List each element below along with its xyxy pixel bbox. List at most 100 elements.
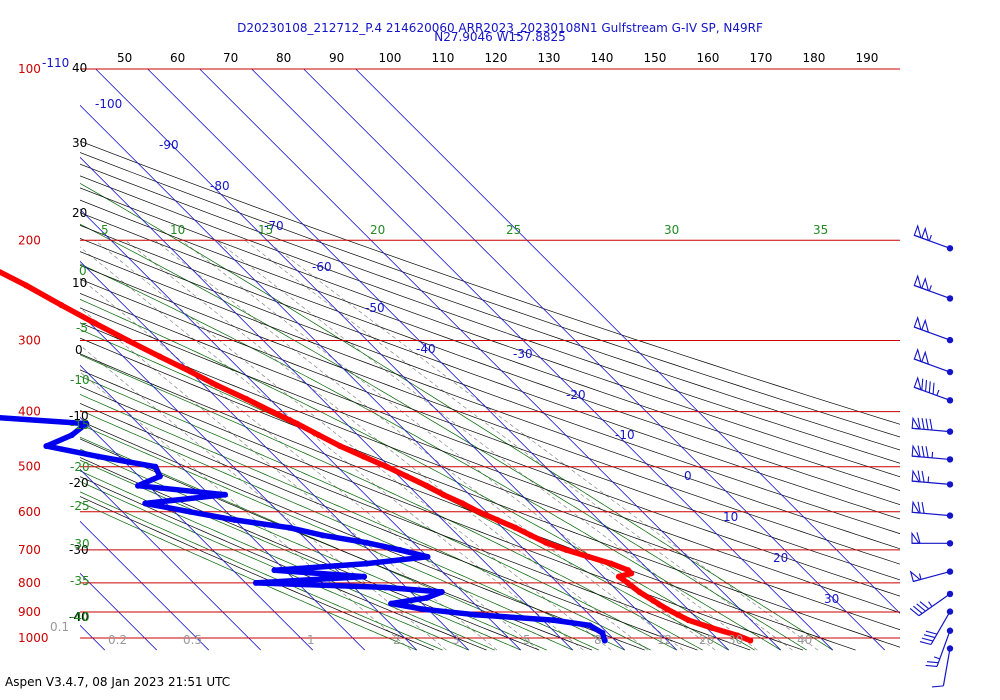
temperature-trace-point [527,532,534,539]
mixing-ratio-label: 8 [594,633,602,647]
moist-adiabat-label: 25 [506,223,521,237]
left-green-label: 0 [79,264,87,278]
wind-barb-feather [921,418,925,430]
left-scale-label: 10 [72,276,87,290]
temperature-trace-point [734,632,741,639]
mixing-ratio-label: 0.2 [108,633,127,647]
wind-barb-half-feather [928,234,932,241]
mixing-ratio-label: 40 [797,633,812,647]
dry-adiabat-line [80,199,900,491]
wind-barb-half-feather [918,573,922,580]
top-scale-label: 80 [276,51,291,65]
corner-label: -110 [42,56,69,70]
wind-barb-pennant [913,274,922,289]
dewpoint-trace-point [319,532,326,539]
top-scale-label: 180 [803,51,826,65]
isotherm-label: -100 [95,97,122,111]
wind-barb-feather [921,445,925,458]
temperature-trace-point [512,524,519,531]
dewpoint-trace-point [363,539,370,546]
dewpoint-trace-point [135,482,142,489]
left-scale-label: 30 [72,136,87,150]
moist-adiabat-label: 20 [370,223,385,237]
left-scale-label: 0 [75,343,83,357]
wind-barb-dot [946,568,954,575]
wind-barb [913,224,954,252]
wind-barb-dot [946,540,954,547]
pressure-label: 900 [18,605,41,619]
left-green-label: -30 [70,537,90,551]
chart-subtitle: N27.9046 W157.8825 [434,30,566,44]
left-green-label: -5 [76,321,88,335]
wind-barb-feather [917,501,921,514]
wind-barb [931,645,954,688]
wind-barb-feather [928,381,931,393]
dewpoint-trace-point [95,453,102,460]
wind-barb-shaft [930,611,951,645]
footer-version: Aspen V3.4.7, 08 Jan 2023 21:51 UTC [5,675,231,689]
moist-adiabat-line [80,263,781,651]
wind-barb [909,590,954,617]
temperature-trace-point [475,508,482,515]
dewpoint-trace-point [152,463,159,470]
top-scale-label: 170 [750,51,773,65]
wind-barb-pennant [921,318,930,334]
wind-barb [913,315,954,344]
isotherm-line [80,312,418,651]
wind-barb-feather [925,446,929,458]
temperature-trace-point [423,482,430,489]
left-green-label: -25 [70,499,90,513]
dewpoint-trace-point [286,524,293,531]
dry-adiabat-line [80,224,900,520]
isotherm-label: -60 [312,260,332,274]
dewpoint-trace-point [187,508,194,515]
pressure-label: 700 [18,543,41,557]
wind-barb-feather [909,608,920,617]
isotherm-line [80,468,262,651]
dewpoint-trace-point [271,567,278,574]
dry-adiabat-line [80,307,900,614]
isotherm-line [80,156,574,651]
dewpoint-trace-point [252,579,259,586]
wind-barb-feather [923,634,936,639]
mixing-ratio-line [244,240,793,651]
dry-adiabat-line [80,457,540,651]
wind-barb-shaft [942,648,951,686]
temperature-trace-point [747,637,754,644]
wind-barbs [909,224,954,688]
wind-barb-feather [926,661,939,664]
chart-title: D20230108_212712_P.4 214620060 ARR2023_2… [237,21,763,35]
wind-barb-feather [917,445,921,457]
left-scale-label: -20 [69,476,89,490]
temperature-trace-point [243,395,250,402]
temperature-trace-point [674,611,681,618]
wind-barb-feather [932,382,935,395]
isotherm-line [251,69,834,651]
mixing-ratio-label: 0.1 [50,620,69,634]
dewpoint-trace-point [361,573,368,580]
top-scale-label: 150 [644,51,667,65]
dewpoint-trace-point [423,594,430,601]
dry-adiabat-line [80,187,900,478]
dewpoint-trace-point [221,491,228,498]
wind-barb [909,568,954,583]
wind-barb-feather [925,630,938,635]
moist-adiabat-line [80,470,495,651]
isobars [80,68,900,639]
isotherm-line [0,69,53,650]
left-scale-label: 20 [72,206,87,220]
dry-adiabat-line [80,278,900,581]
top-scale-label: 160 [697,51,720,65]
dewpoint-trace-point [382,584,389,591]
wind-barb [911,444,954,463]
left-scale-label: -10 [69,409,89,423]
moist-adiabat-line [80,481,469,651]
dry-adiabat-line [80,438,593,651]
dry-adiabat-line [80,212,900,505]
isotherm-label: 20 [773,551,788,565]
wind-barb-feather [913,605,923,614]
moist-adiabat-line [80,298,755,651]
wind-barb-feather [917,470,921,482]
wind-barb-feather [925,418,929,430]
